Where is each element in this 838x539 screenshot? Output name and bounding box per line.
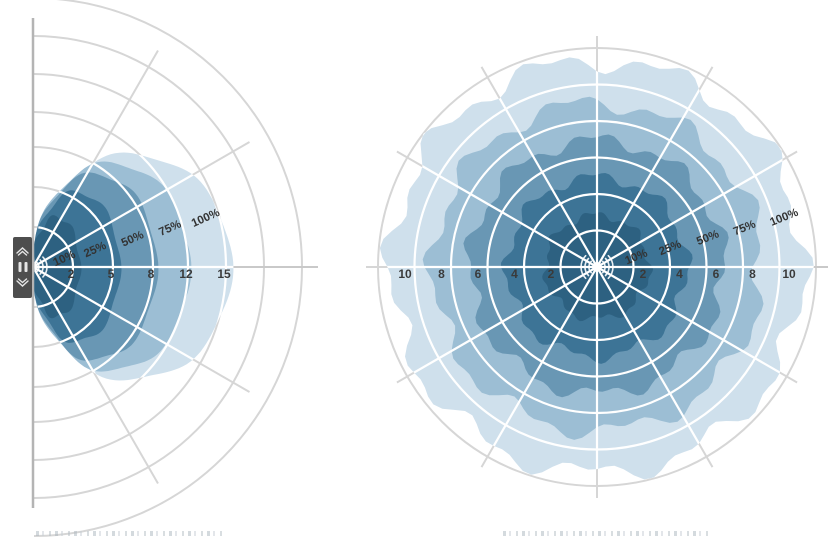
grid-spoke-white <box>396 150 598 268</box>
cropped-caption-left <box>36 531 224 536</box>
signal-waves-icon <box>588 260 593 274</box>
signal-waves-icon <box>607 254 614 280</box>
ap-body <box>592 262 602 272</box>
signal-waves-icon <box>42 256 48 278</box>
signal-waves-icon <box>601 260 606 274</box>
grid-spoke-white <box>596 66 714 268</box>
distance-label: 12 <box>179 267 193 281</box>
distance-label: 2 <box>640 267 647 281</box>
distance-label: 10 <box>398 267 412 281</box>
ap-port-glyph <box>18 262 22 272</box>
ceiling-mounted-access-point-icon <box>580 254 614 280</box>
signal-waves-icon <box>604 257 610 277</box>
grid-spoke-white <box>396 266 598 384</box>
distance-label: 8 <box>148 267 155 281</box>
distance-label: 5 <box>108 267 115 281</box>
grid-spoke-white <box>596 266 798 384</box>
distance-label: 4 <box>511 267 518 281</box>
grid-spoke-white <box>596 266 714 468</box>
ap-antenna-glyph <box>16 247 29 256</box>
distance-label: 6 <box>475 267 482 281</box>
grid-spoke-white <box>596 150 798 268</box>
ap-antenna-glyph <box>16 278 29 287</box>
distance-label: 6 <box>713 267 720 281</box>
distance-labels: 2 2 4 4 6 6 8 8 10 10 <box>398 267 796 281</box>
distance-label: 4 <box>676 267 683 281</box>
signal-waves-icon <box>580 254 587 280</box>
distance-label: 10 <box>782 267 796 281</box>
ap-port-glyph <box>24 262 28 272</box>
distance-label: 2 <box>548 267 555 281</box>
grid-spoke-white <box>480 266 598 468</box>
signal-waves-icon <box>39 259 44 275</box>
distance-label: 2 <box>68 267 75 281</box>
signal-waves-icon <box>36 262 40 272</box>
distance-labels: 2 5 8 12 15 <box>68 267 231 281</box>
wall-mounted-access-point-icon <box>13 237 48 298</box>
cropped-caption-right <box>503 531 712 536</box>
distance-label: 8 <box>438 267 445 281</box>
distance-label: 15 <box>217 267 231 281</box>
grid-spoke-white <box>480 66 598 268</box>
polar-grid-white <box>379 57 814 480</box>
distance-label: 8 <box>749 267 756 281</box>
signal-waves-icon <box>584 257 590 277</box>
